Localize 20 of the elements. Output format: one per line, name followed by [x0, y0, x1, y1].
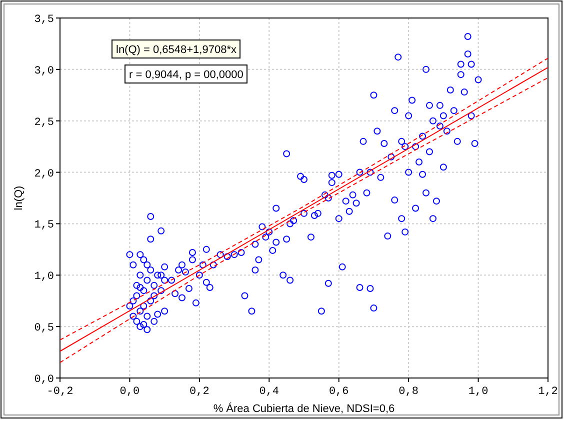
y-tick-label: 0,5 — [34, 322, 54, 335]
y-tick-label: 3,5 — [34, 14, 54, 26]
y-axis-title: ln(Q) — [13, 186, 25, 210]
y-tick-label: 1,0 — [34, 271, 54, 284]
annotation: r = 0,9044, p = 00,0000 — [129, 69, 244, 81]
x-tick-label: 1,0 — [468, 386, 488, 398]
x-axis-title: % Área Cubierta de Nieve, NDSI=0,6 — [213, 402, 395, 415]
x-tick-label: 0,0 — [120, 386, 140, 398]
x-tick-label: -0,2 — [46, 386, 74, 398]
x-tick-label: 0,2 — [190, 386, 210, 398]
y-tick-label: 1,5 — [34, 220, 54, 232]
annotation: ln(Q) = 0,6548+1,9708*x — [116, 44, 237, 56]
x-tick-label: 0,6 — [328, 386, 349, 398]
x-tick-label: 0,4 — [259, 386, 280, 398]
y-tick-label: 3,0 — [34, 65, 54, 78]
x-tick-label: 0,8 — [398, 386, 418, 398]
y-tick-label: 2,5 — [34, 116, 54, 129]
x-tick-label: 1,2 — [538, 386, 558, 398]
y-tick-label: 0,0 — [34, 374, 54, 386]
y-tick-label: 2,0 — [34, 168, 54, 180]
